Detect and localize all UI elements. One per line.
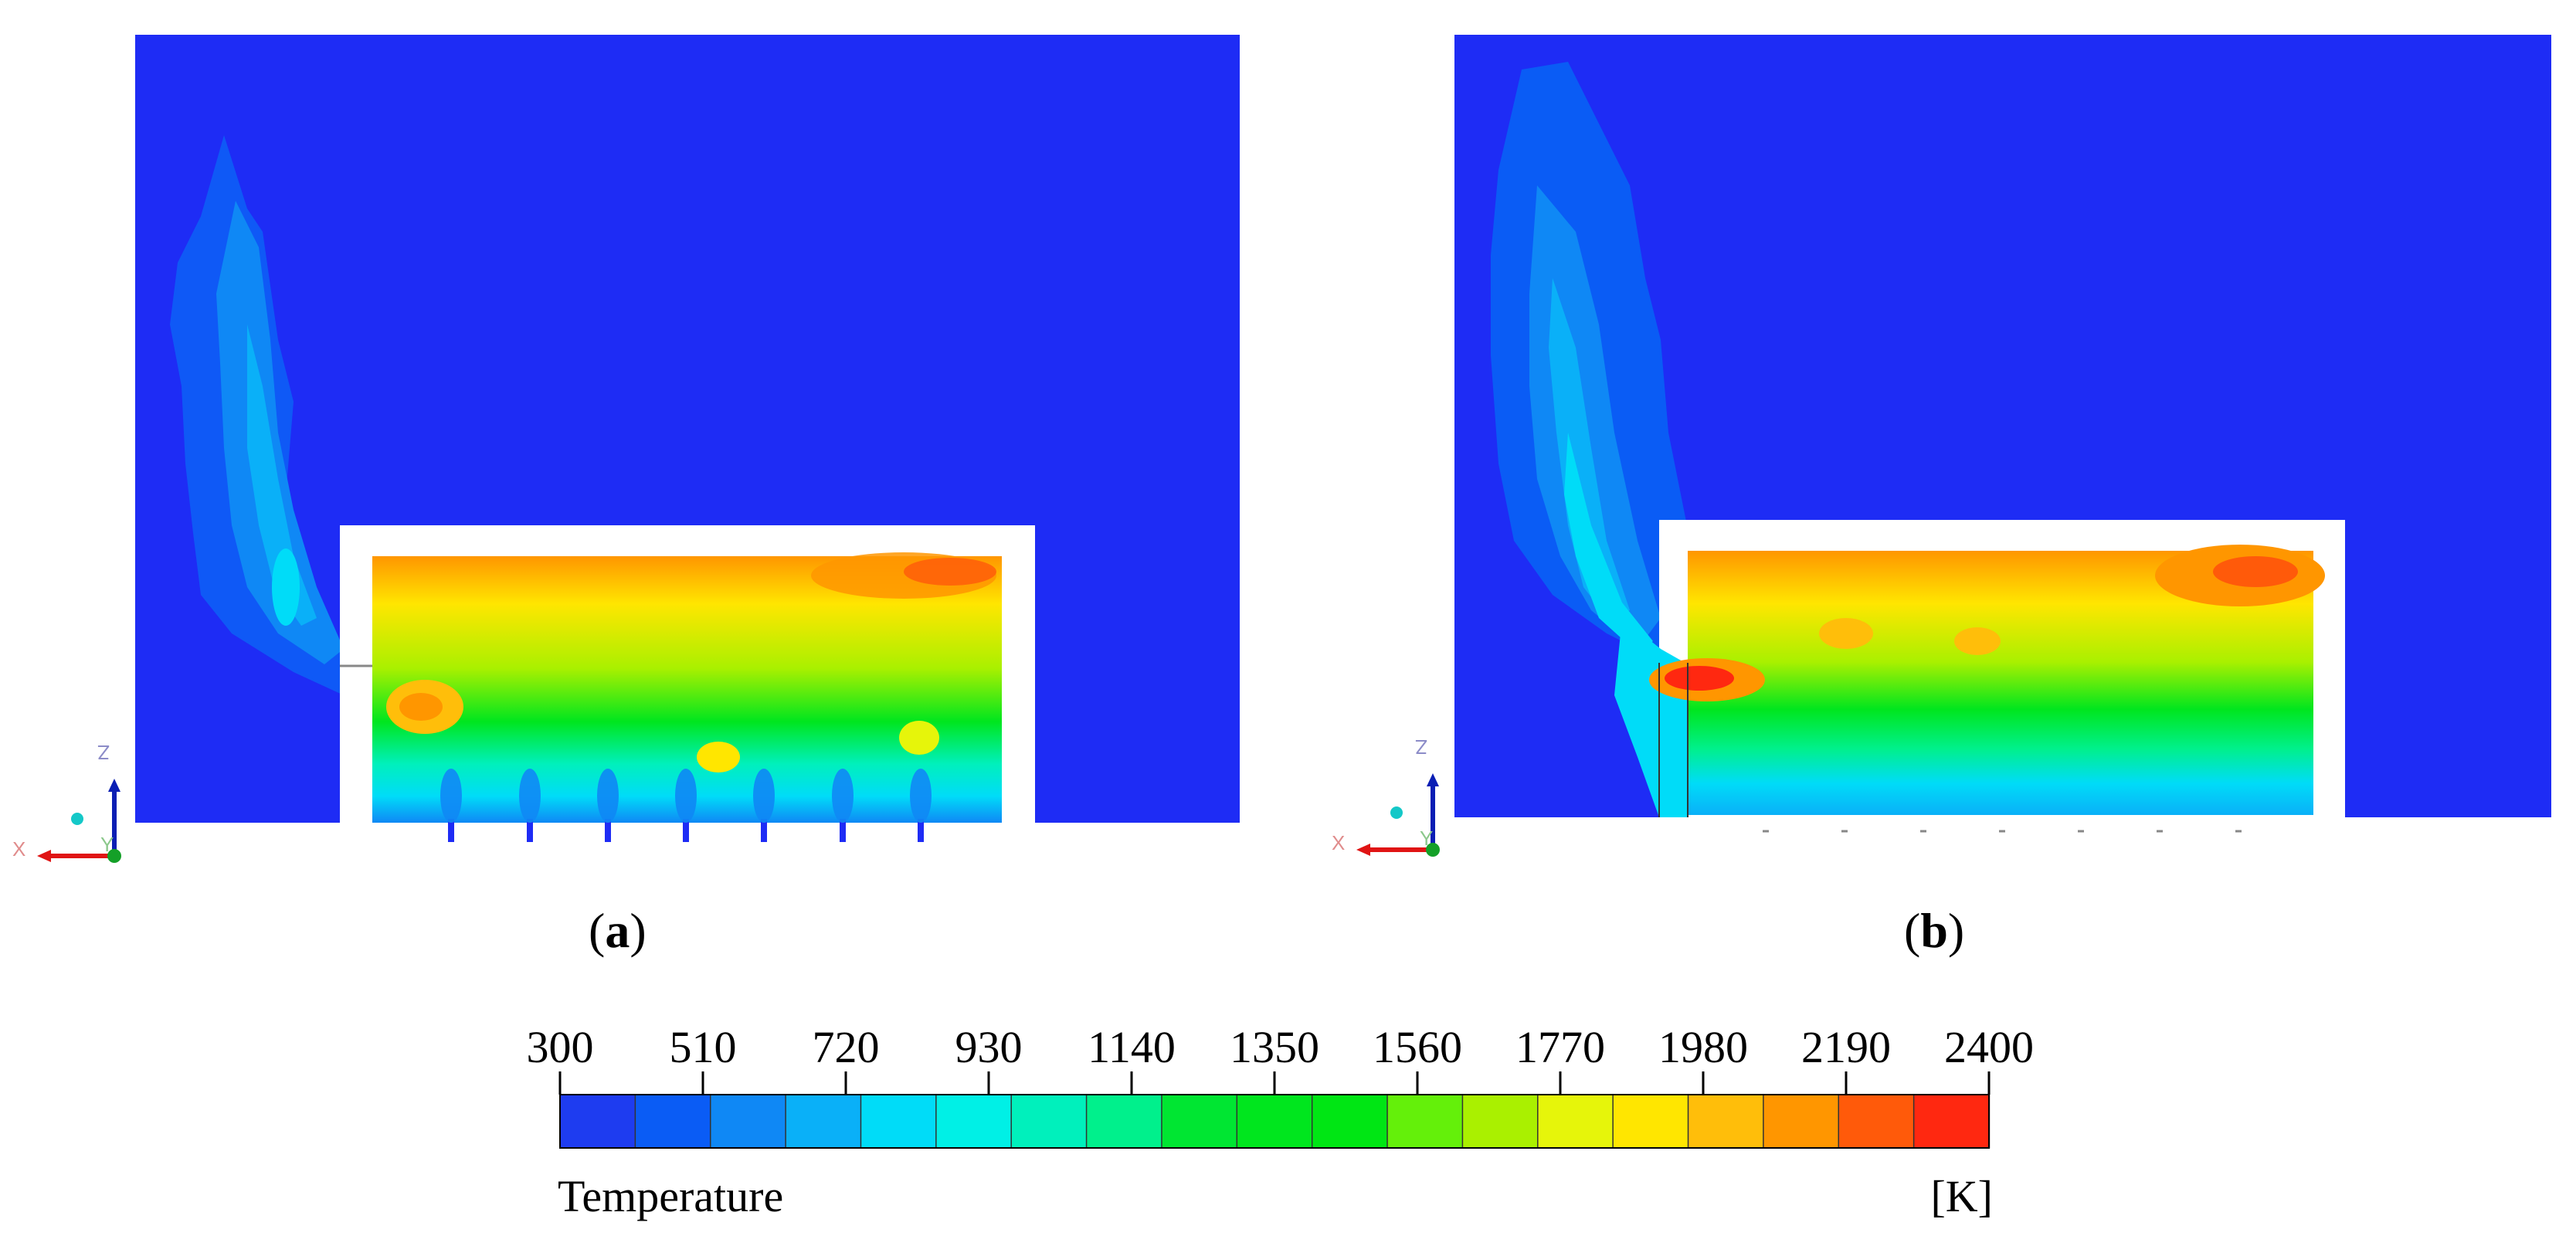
colorbar-tick-label: 1560 [1373, 1022, 1462, 1072]
axis-triad-b [1356, 773, 1440, 857]
colorbar-cell [785, 1094, 862, 1149]
colorbar-cell [935, 1094, 1013, 1149]
colorbar-tick-label: 300 [527, 1022, 594, 1072]
panel-b-right-paren: ) [1947, 903, 1965, 958]
colorbar-cell [1386, 1094, 1464, 1149]
colorbar-cell [1161, 1094, 1238, 1149]
colorbar-title: Temperature [558, 1171, 783, 1221]
colorbar-tick-label: 930 [955, 1022, 1023, 1072]
colorbar-cell [1687, 1094, 1765, 1149]
colorbar-tick-label: 510 [670, 1022, 737, 1072]
colorbar-cell [1612, 1094, 1689, 1149]
panel-label-b: (b) [1904, 902, 1964, 959]
panel-a-right-paren: ) [630, 903, 647, 958]
panel-a-left-paren: ( [589, 903, 606, 958]
axis-letter-z-a: Z [97, 741, 110, 764]
colorbar-cell [1085, 1094, 1163, 1149]
panel-a-contour [135, 35, 1240, 842]
colorbar-cell [1912, 1094, 1991, 1149]
panel-b-contour [1454, 35, 2551, 833]
colorbar-tick-label: 720 [813, 1022, 880, 1072]
colorbar-cell [860, 1094, 938, 1149]
colorbar-cell [1236, 1094, 1313, 1149]
panel-label-a: (a) [589, 902, 647, 959]
colorbar-cell [709, 1094, 787, 1149]
colorbar-cell [559, 1094, 636, 1149]
colorbar-cell [1838, 1094, 1915, 1149]
axis-letter-y-b: Y [1420, 827, 1433, 850]
colorbar-tick-label: 1350 [1230, 1022, 1319, 1072]
colorbar-cell [1537, 1094, 1614, 1149]
axis-letter-z-b: Z [1415, 735, 1427, 759]
colorbar-cell [1461, 1094, 1539, 1149]
colorbar-tick-label: 2190 [1801, 1022, 1891, 1072]
colorbar-ticks: 300 510 720 930 1140 1350 1560 1770 1980 2190 2400 [527, 1022, 2034, 1095]
colorbar-tick-label: 1770 [1515, 1022, 1605, 1072]
colorbar-tick-label: 2400 [1944, 1022, 2034, 1072]
colorbar-tick-label: 1980 [1658, 1022, 1748, 1072]
axis-letter-x-a: X [12, 837, 25, 861]
colorbar-cell [1010, 1094, 1088, 1149]
colorbar-cell [1311, 1094, 1389, 1149]
colorbar-unit: [K] [1930, 1171, 1993, 1221]
axis-letter-y-a: Y [100, 833, 114, 856]
colorbar-cells [559, 1094, 1991, 1149]
panel-b-left-paren: ( [1904, 903, 1921, 958]
panel-a-letter: a [605, 903, 630, 958]
axis-letter-x-b: X [1332, 831, 1345, 854]
panel-b-letter: b [1920, 903, 1948, 958]
colorbar-tick-label: 1140 [1088, 1022, 1176, 1072]
colorbar-cell [634, 1094, 711, 1149]
colorbar: 300 510 720 930 1140 1350 1560 1770 1980 2190 2400… [527, 1022, 2035, 1221]
colorbar-cell [1763, 1094, 1840, 1149]
axis-triad-a [37, 779, 121, 863]
